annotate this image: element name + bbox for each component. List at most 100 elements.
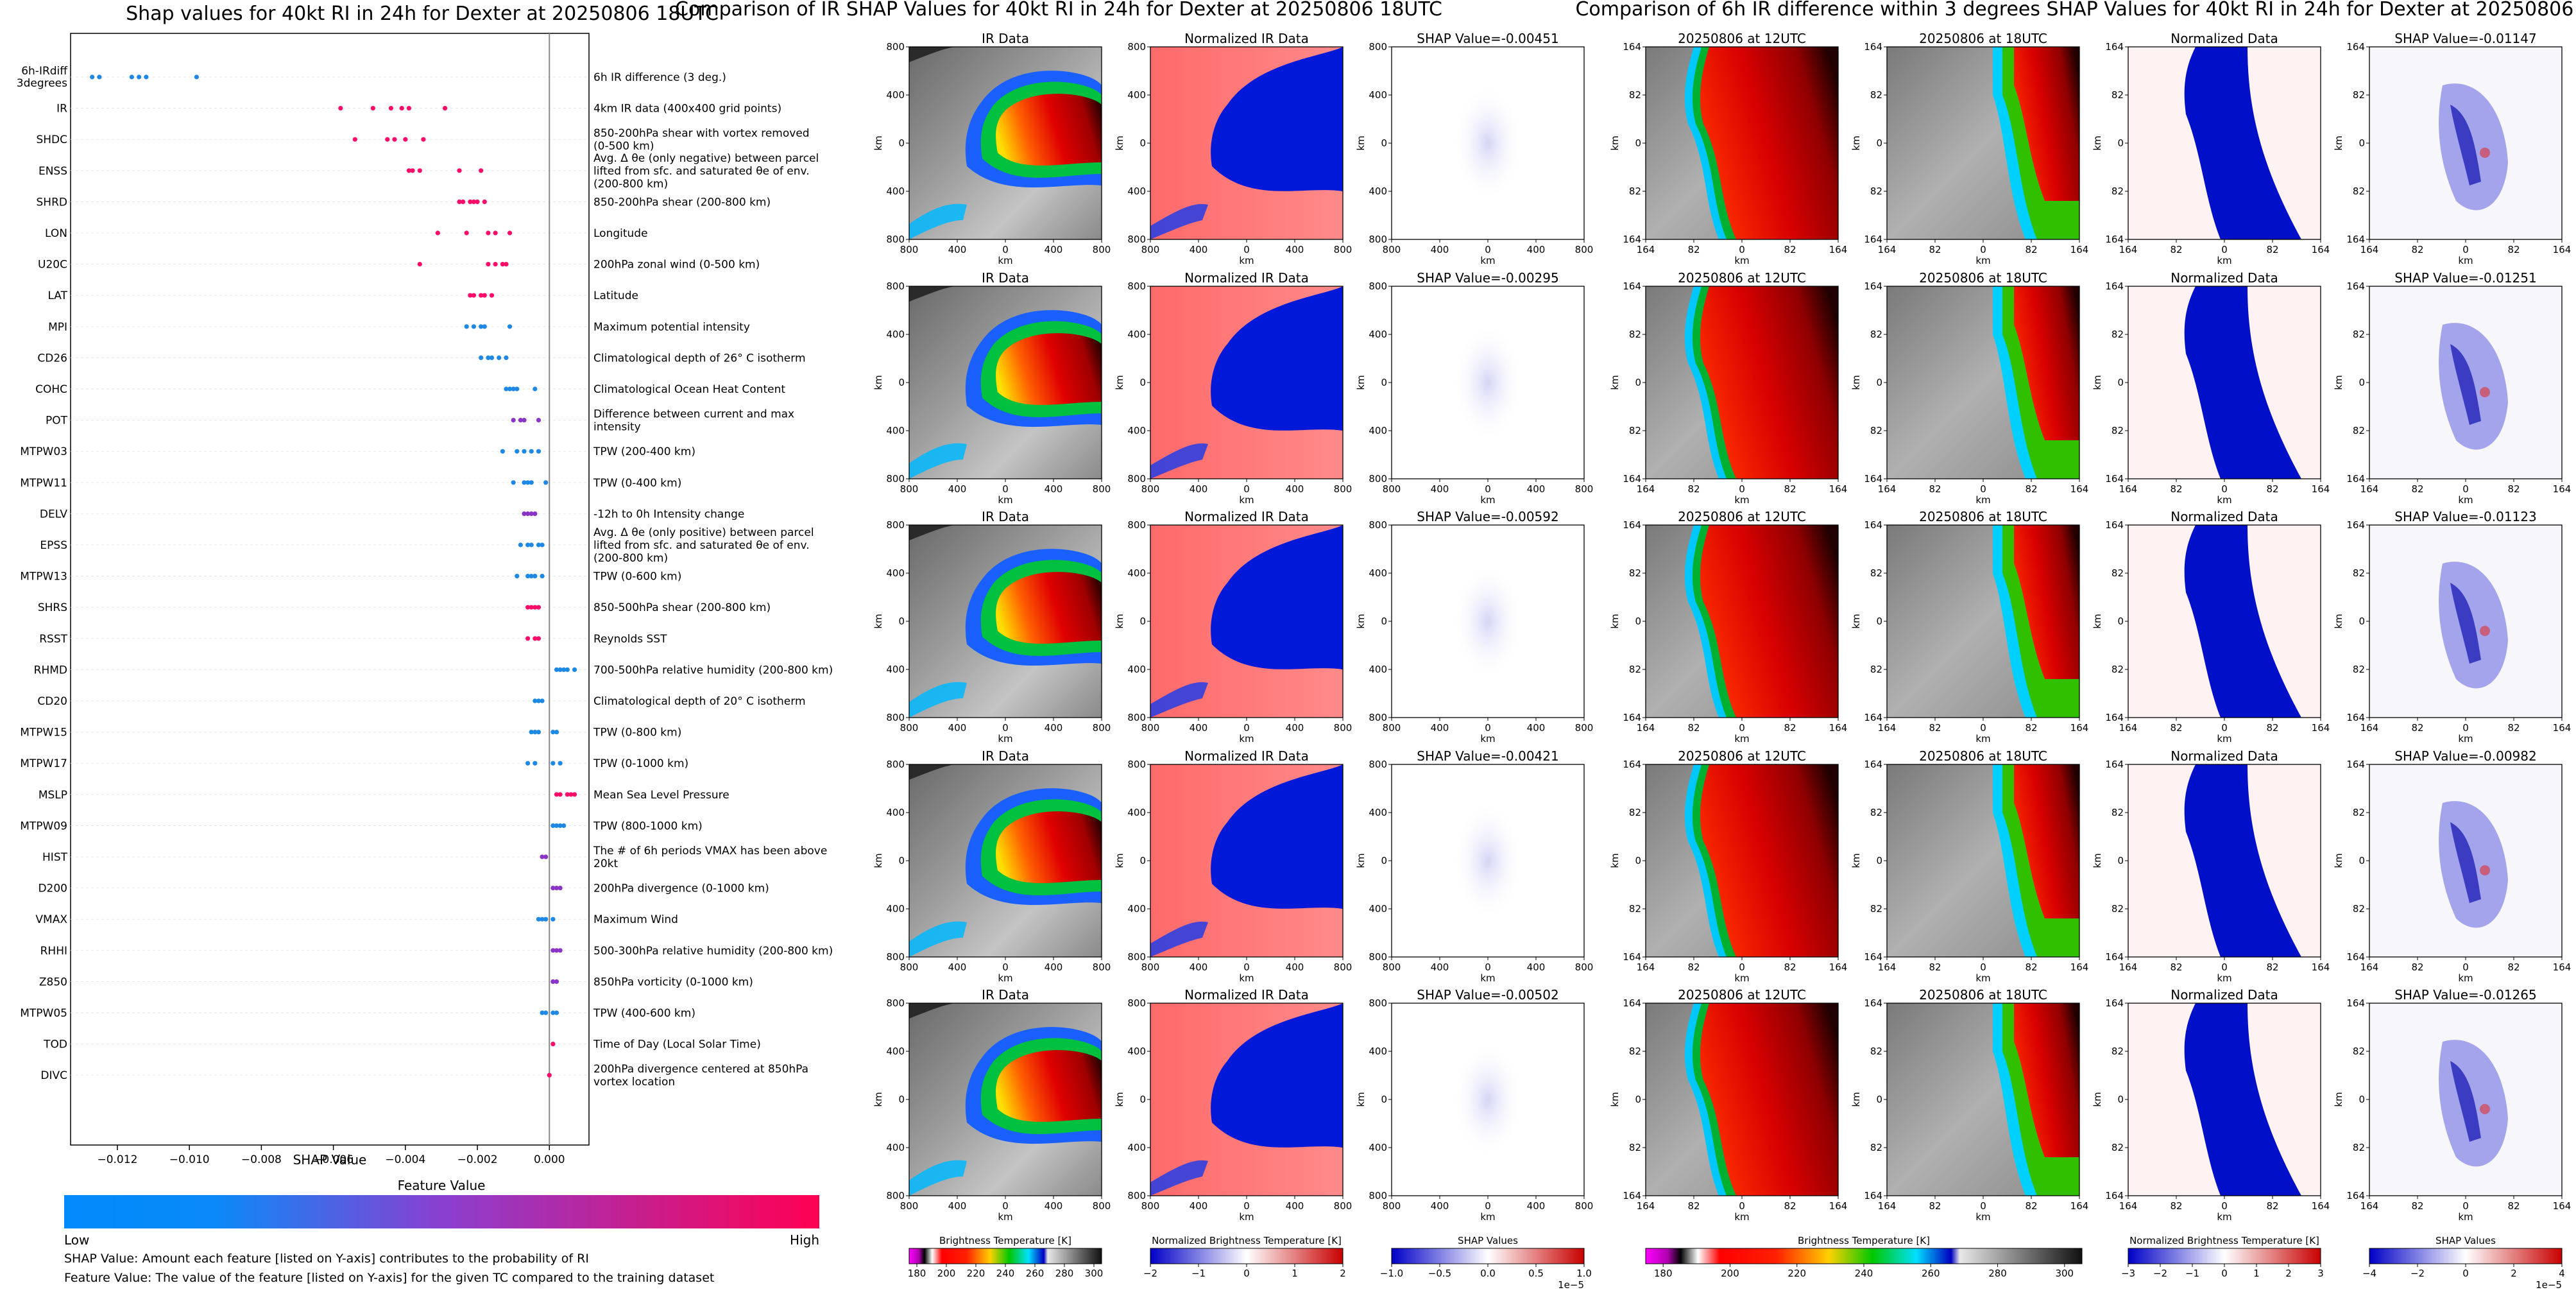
shap-point	[568, 792, 574, 797]
shap-point	[554, 1010, 559, 1015]
feature-name: CD20	[37, 695, 67, 708]
diff-section-title: Comparison of 6h IR difference within 3 …	[1575, 0, 2576, 21]
x-axis-label: km	[1734, 494, 1749, 506]
diff-panel: 20250806 at 12UTC1641648282008282164164k…	[1609, 31, 1847, 266]
x-tick-label: 82	[1687, 722, 1700, 734]
y-axis-label: km	[1609, 135, 1621, 150]
panel-title: IR Data	[982, 748, 1029, 764]
y-tick-label: 164	[1623, 473, 1641, 485]
x-tick-label: 164	[2119, 483, 2138, 495]
shap-point	[554, 979, 559, 984]
diff-storm-core	[1700, 286, 1838, 479]
panel-title: 20250806 at 12UTC	[1678, 748, 1806, 764]
x-axis-label: km	[1239, 1211, 1254, 1223]
feature-name: LON	[45, 227, 67, 240]
y-axis-label: km	[2092, 135, 2103, 150]
x-tick-label: 82	[2170, 722, 2182, 734]
x-axis-label: km	[1975, 1211, 1990, 1223]
colorbar-gradient	[908, 1248, 1102, 1264]
y-tick-label: 82	[1870, 89, 1882, 101]
shap-point	[558, 761, 563, 766]
y-tick-label: 0	[1876, 377, 1882, 388]
y-axis-label: km	[873, 1092, 884, 1107]
y-axis-label: km	[2092, 1092, 2103, 1107]
shap-point	[194, 74, 199, 80]
y-tick-label: 400	[1369, 567, 1387, 579]
colorbar-gradient	[2369, 1248, 2563, 1264]
feature-description: TPW (0-800 km)	[593, 727, 681, 739]
y-tick-label: 400	[1369, 807, 1387, 818]
x-tick-label: 0	[1243, 722, 1250, 734]
y-tick-label: 164	[2346, 519, 2365, 531]
feature-name: RHMD	[34, 664, 67, 676]
x-tick-label: 0	[2462, 244, 2469, 255]
x-tick-label: 400	[1527, 244, 1546, 255]
y-tick-label: 400	[1127, 425, 1146, 436]
colorbar-tick-label: 3	[2317, 1268, 2324, 1279]
x-tick-label: 82	[1929, 1200, 1941, 1212]
shap-point	[403, 137, 408, 142]
colorbar-tick-label: 260	[1922, 1268, 1940, 1279]
y-tick-label: 82	[1629, 903, 1641, 915]
x-tick-label: 800	[1575, 961, 1594, 973]
x-axis-label: km	[1239, 733, 1254, 745]
shap-point	[457, 168, 462, 173]
x-tick-label: 0	[2221, 244, 2228, 255]
colorbar-tick-label: −2	[2153, 1268, 2167, 1279]
y-tick-label: 82	[2353, 664, 2365, 675]
y-tick-label: 800	[1369, 519, 1387, 531]
x-tick-label: 0	[1243, 1200, 1250, 1212]
colorbar-label: Brightness Temperature [K]	[939, 1235, 1071, 1246]
shap-point	[471, 199, 477, 204]
x-tick-label: 400	[948, 1200, 967, 1212]
x-tick-label: 164	[2312, 483, 2330, 495]
y-tick-label: 82	[1870, 329, 1882, 340]
shap-point	[421, 137, 426, 142]
feature-description: Maximum potential intensity	[593, 321, 750, 334]
feature-description: TPW (0-400 km)	[593, 477, 681, 490]
x-tick-label: 400	[1431, 1200, 1449, 1212]
colorbar-tick-label: 2	[2511, 1268, 2517, 1279]
x-tick-label: 164	[2553, 483, 2572, 495]
y-tick-label: 800	[886, 41, 905, 53]
y-tick-label: 82	[2353, 329, 2365, 340]
beeswarm-title: Shap values for 40kt RI in 24h for Dexte…	[126, 3, 719, 25]
shap-point	[406, 106, 412, 111]
x-tick-label: 400	[1527, 722, 1546, 734]
y-tick-label: 164	[1864, 1190, 1882, 1202]
x-tick-label: 82	[2025, 1200, 2037, 1212]
colorbar: SHAP Values −1.0 −0.5 0.0 0.5 1.01e−5	[1380, 1235, 1592, 1291]
y-tick-label: 800	[886, 951, 905, 963]
shap-point	[489, 293, 495, 298]
diff-normalized-core	[2184, 47, 2301, 239]
diff-panel: 20250806 at 18UTC1641648282008282164164k…	[1850, 31, 2088, 266]
x-tick-label: 0	[2221, 1200, 2228, 1212]
storm-core	[996, 572, 1102, 644]
beeswarm-chart: Shap values for 40kt RI in 24h for Dexte…	[17, 3, 833, 1285]
x-tick-label: 0	[1485, 244, 1491, 255]
y-tick-label: 0	[1139, 855, 1146, 866]
x-tick-label: 164	[2312, 244, 2330, 255]
y-axis-label: km	[1355, 614, 1367, 628]
diff-shap-core	[2450, 105, 2481, 185]
x-tick-label: 400	[1045, 961, 1063, 973]
cloud-band	[909, 203, 967, 239]
feature-name: MSLP	[38, 789, 67, 802]
x-axis-label: km	[1734, 972, 1749, 984]
y-tick-label: 164	[2346, 41, 2365, 53]
x-tick-label: 400	[1190, 961, 1208, 973]
diff-panel: 20250806 at 18UTC1641648282008282164164k…	[1850, 987, 2088, 1223]
x-tick-label: 0	[1485, 961, 1491, 973]
diff-panel: SHAP Value=-0.01123164164828200828216416…	[2333, 509, 2571, 745]
x-tick-label: 164	[1878, 722, 1897, 734]
x-tick-label: 82	[2507, 244, 2520, 255]
shap-point	[493, 230, 498, 236]
feature-description: Climatological depth of 20° C isotherm	[593, 695, 806, 708]
shap-point	[525, 480, 531, 485]
x-axis-label: km	[1975, 255, 1990, 266]
diff-panel: SHAP Value=-0.01147164164828200828216416…	[2333, 31, 2571, 266]
x-tick-label: 164	[1637, 722, 1655, 734]
x-axis-label: km	[2458, 255, 2473, 266]
y-tick-label: 82	[1870, 567, 1882, 579]
x-tick-label: 0	[1243, 244, 1250, 255]
